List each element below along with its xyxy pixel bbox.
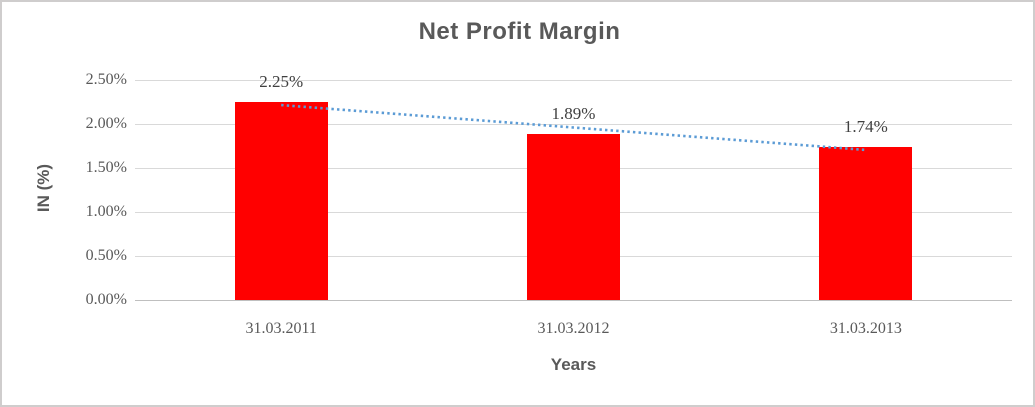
- y-tick-label: 1.50%: [85, 159, 127, 176]
- x-tick-label: 31.03.2012: [537, 320, 610, 337]
- y-tick-label: 0.00%: [85, 291, 127, 308]
- chart-title: Net Profit Margin: [418, 18, 621, 45]
- y-tick-label: 2.00%: [85, 115, 127, 132]
- x-tick-label: 31.03.2011: [245, 320, 317, 337]
- bar: [819, 146, 913, 300]
- gridline: [135, 80, 1012, 81]
- bar: [527, 133, 620, 300]
- y-tick-label: 2.50%: [85, 71, 127, 88]
- y-axis-title: IN (%): [34, 163, 53, 213]
- y-tick-label: 0.50%: [85, 247, 127, 264]
- bar: [234, 102, 328, 300]
- bar-data-label: 2.25%: [259, 72, 304, 91]
- x-axis-line: [135, 300, 1012, 301]
- x-tick-label: 31.03.2013: [829, 320, 902, 337]
- bar-data-label: 1.74%: [843, 116, 888, 136]
- bar-data-label: 1.89%: [551, 103, 596, 123]
- x-axis-title: Years: [550, 355, 597, 374]
- y-tick-label: 1.00%: [85, 203, 127, 220]
